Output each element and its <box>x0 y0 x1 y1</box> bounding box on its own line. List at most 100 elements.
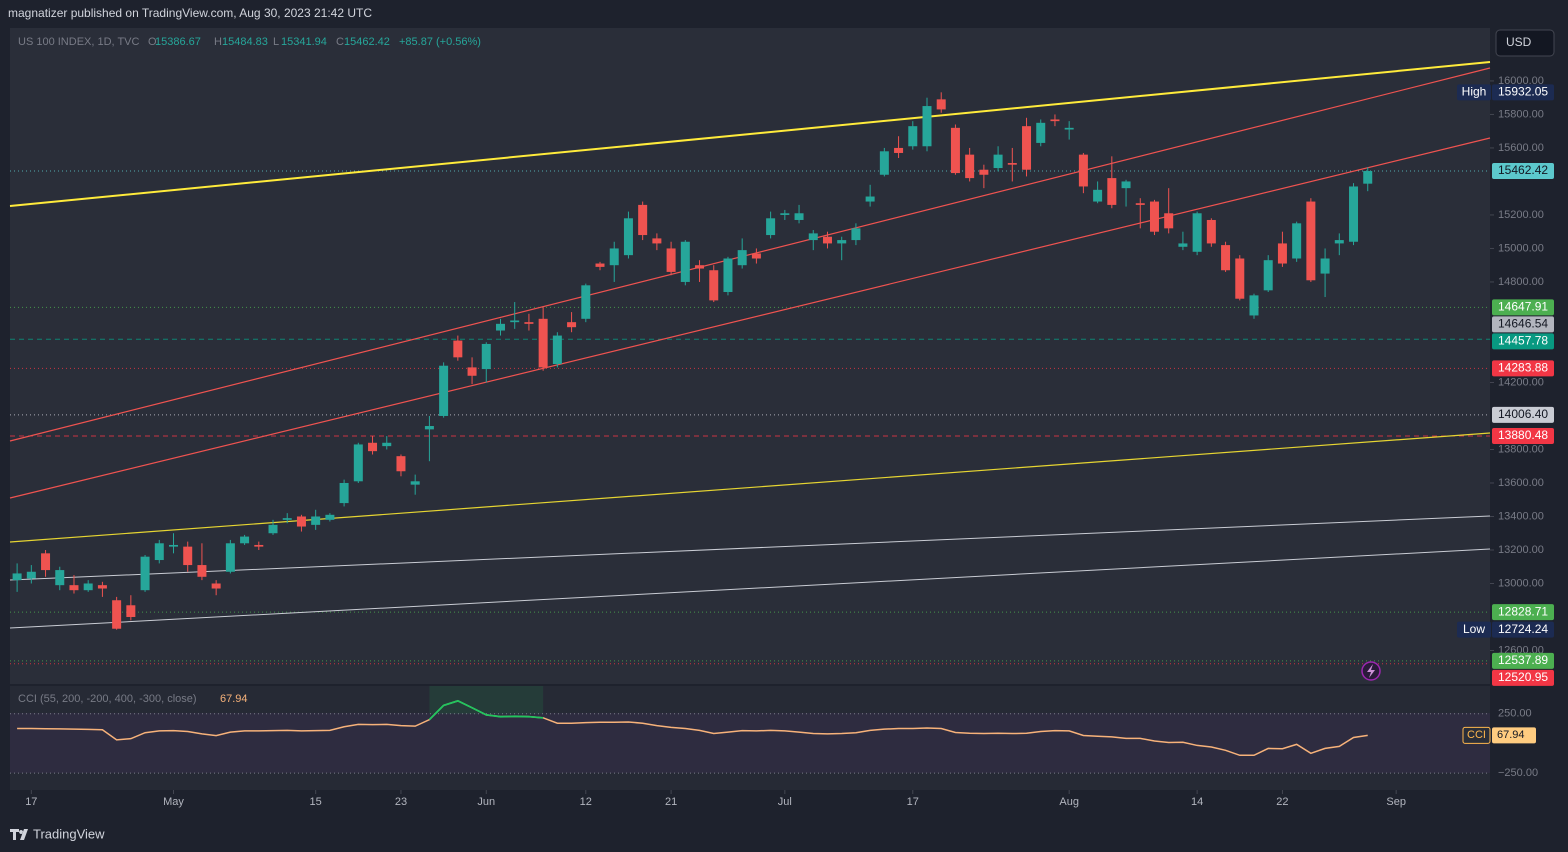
logo-icon[interactable] <box>10 829 28 840</box>
cci-tick-label: −250.00 <box>1498 767 1538 779</box>
price-badge-label: 14006.40 <box>1498 407 1548 421</box>
price-badge <box>1492 427 1554 444</box>
cci-legend-value: 67.94 <box>220 693 248 705</box>
y-tick-label: 15000.00 <box>1498 242 1544 254</box>
candle-body <box>126 605 136 617</box>
candle-body <box>1078 154 1088 187</box>
alert-bolt[interactable] <box>1367 664 1375 678</box>
y-tick-label: 14800.00 <box>1498 276 1544 288</box>
alert-icon[interactable] <box>1361 661 1381 681</box>
price-badge-label: 12520.95 <box>1498 670 1548 684</box>
candle-body <box>1121 181 1131 189</box>
x-tick-label: May <box>163 796 184 808</box>
candle-body <box>1334 240 1344 244</box>
candle-body <box>908 126 918 147</box>
candle-body <box>140 556 150 591</box>
candle-body <box>97 585 107 589</box>
change: +85.87 (+0.56%) <box>399 36 481 48</box>
candle-body <box>652 238 662 244</box>
ohlc-label: C <box>336 36 344 48</box>
candle-body <box>410 481 420 485</box>
candle-body <box>1306 201 1316 281</box>
ohlc-value: 15462.42 <box>344 36 390 48</box>
footer-logo[interactable]: TradingView <box>10 826 105 841</box>
ohlc-value: 15341.94 <box>281 36 327 48</box>
x-tick-label: Jun <box>477 796 495 808</box>
x-tick-label: 21 <box>665 796 677 808</box>
candle-body <box>1349 186 1359 242</box>
x-tick-label: 22 <box>1276 796 1288 808</box>
y-tick-label: 16000.00 <box>1498 75 1544 87</box>
candle-body <box>567 322 577 328</box>
candle-body <box>638 204 648 236</box>
y-tick-label: 13600.00 <box>1498 477 1544 489</box>
x-tick-label: Sep <box>1386 796 1406 808</box>
candle-body <box>524 322 534 324</box>
ohlc-label: L <box>273 36 279 48</box>
candle-body <box>183 546 193 566</box>
candle-body <box>41 553 51 571</box>
ohlc-value: 15484.83 <box>222 36 268 48</box>
x-tick-label: Aug <box>1059 796 1079 808</box>
candle-body <box>268 524 278 534</box>
price-badge-label: 12724.24 <box>1498 622 1548 636</box>
candle-body <box>1363 170 1373 184</box>
price-badge <box>1492 669 1554 686</box>
candle-body <box>1320 258 1330 274</box>
cci-name: CCI <box>1467 729 1486 741</box>
symbol-title: US 100 INDEX, 1D, TVC <box>18 36 140 48</box>
y-tick-label: 14200.00 <box>1498 376 1544 388</box>
candle-body <box>766 218 776 236</box>
price-badge-name-box <box>1457 84 1491 101</box>
candle-body <box>538 318 548 368</box>
candle-body <box>979 169 989 175</box>
candle-body <box>794 213 804 220</box>
x-tick-label: 17 <box>25 796 37 808</box>
candle-body <box>1036 122 1046 143</box>
candle-body <box>1206 219 1216 244</box>
candle-body <box>865 196 875 202</box>
candle-body <box>609 248 619 266</box>
price-pane <box>10 28 1490 684</box>
price-badge-label: 14283.88 <box>1498 361 1548 375</box>
candle-body <box>26 571 36 579</box>
candle-body <box>950 127 960 174</box>
price-badge-label: 14646.54 <box>1498 317 1548 331</box>
footer-text[interactable]: TradingView <box>33 826 105 841</box>
candle-body <box>922 106 932 147</box>
marks-layer <box>12 92 1373 757</box>
currency-button[interactable]: USD <box>1495 29 1555 57</box>
candle-body <box>197 565 207 577</box>
currency-label[interactable]: USD <box>1506 35 1532 49</box>
currency-button-box[interactable] <box>1495 29 1555 57</box>
candle-body <box>83 583 93 591</box>
candle-body <box>211 583 221 589</box>
candle-body <box>680 241 690 282</box>
candle-body <box>1249 295 1259 316</box>
trendline <box>9 67 1491 442</box>
ohlc-label: H <box>214 36 222 48</box>
trendline <box>9 61 1491 207</box>
candle-body <box>225 543 235 572</box>
trendline <box>9 515 1491 581</box>
candle-body <box>623 218 633 256</box>
price-badge <box>1492 652 1554 669</box>
y-tick-label: 13000.00 <box>1498 577 1544 589</box>
background-layer <box>10 170 1490 774</box>
y-tick-label: 13400.00 <box>1498 510 1544 522</box>
candle-body <box>382 442 392 447</box>
candle-body <box>69 585 79 591</box>
candle-body <box>55 570 65 586</box>
candle-body <box>993 154 1003 169</box>
candle-body <box>1221 245 1231 271</box>
price-badge-label: 15932.05 <box>1498 84 1548 98</box>
ohlc-label: O <box>148 36 157 48</box>
price-badge-label: 12537.89 <box>1498 653 1548 667</box>
candle-body <box>1135 203 1145 205</box>
candle-body <box>851 228 861 241</box>
candle-body <box>709 270 719 301</box>
candle-body <box>780 213 790 215</box>
cci-value-label: 67.94 <box>1497 729 1525 741</box>
cci-line-highlight <box>428 699 544 721</box>
